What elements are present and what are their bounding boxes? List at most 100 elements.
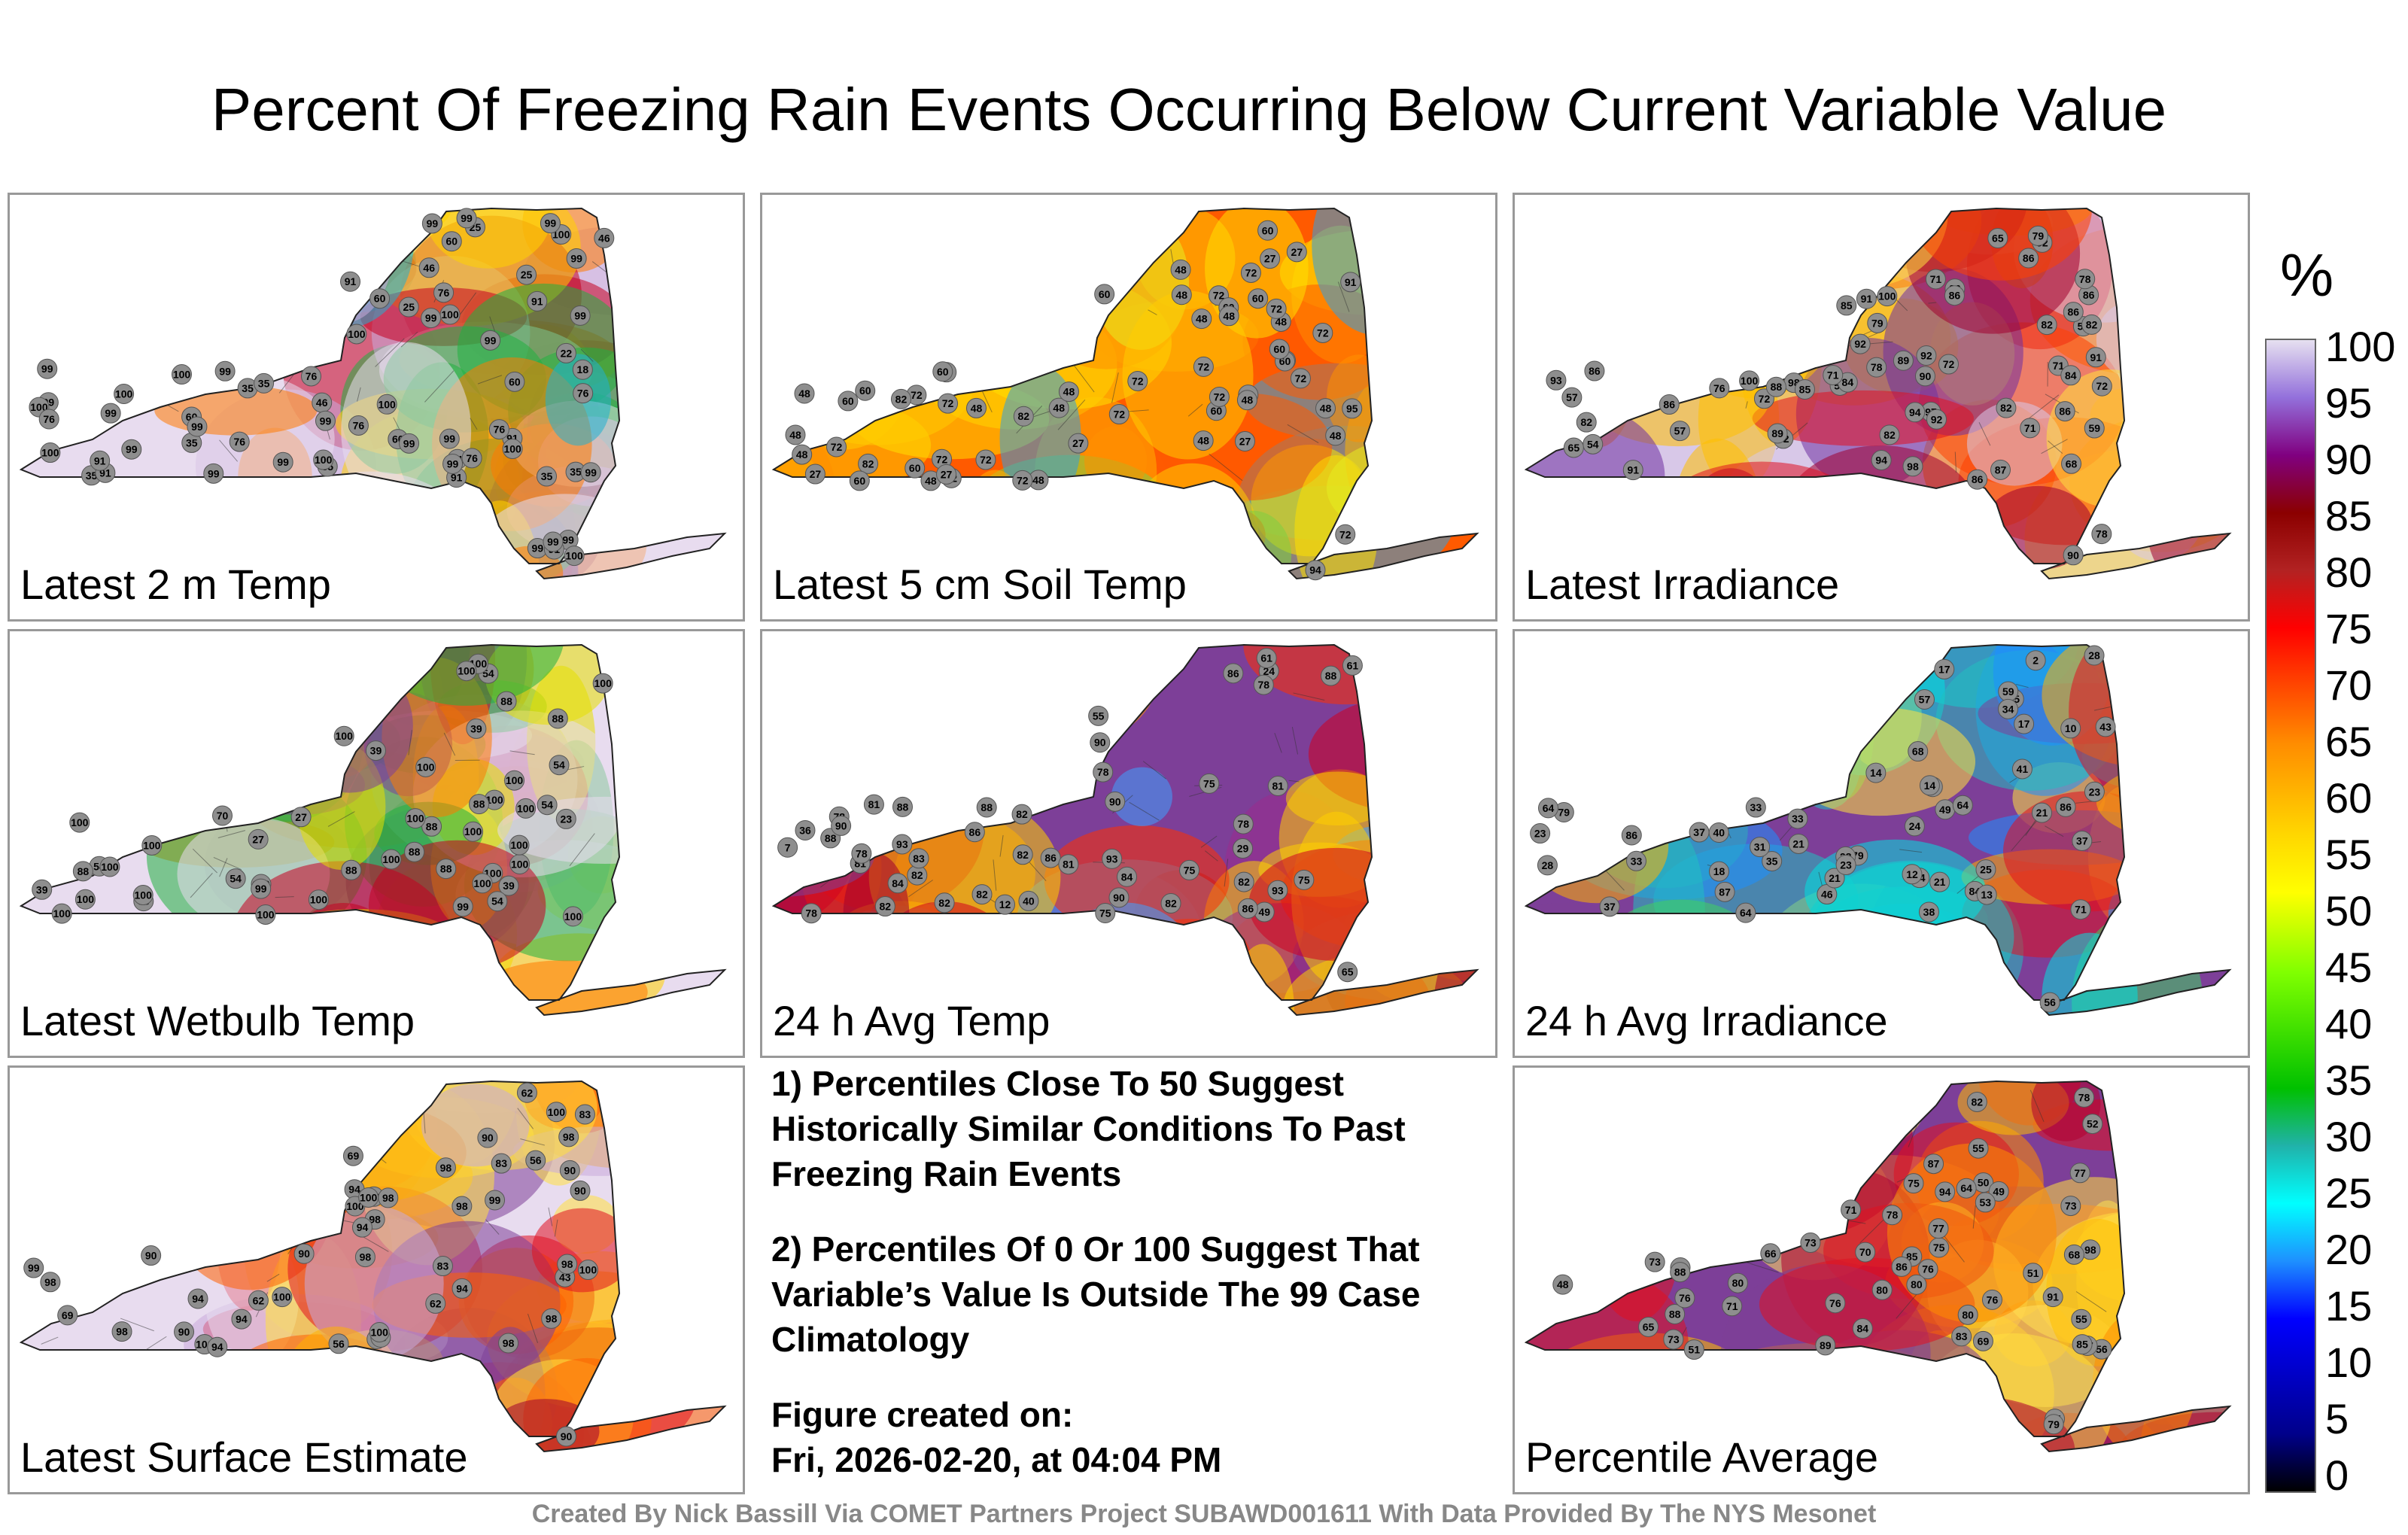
county-line xyxy=(528,1313,539,1343)
station-marker: 98 xyxy=(435,1157,456,1178)
county-line xyxy=(1057,399,1086,430)
station-value: 91 xyxy=(2047,1291,2059,1303)
station-marker: 71 xyxy=(1722,1296,1743,1317)
station-value: 76 xyxy=(306,370,318,382)
station-value: 64 xyxy=(1543,802,1555,814)
station-marker: 78 xyxy=(1253,674,1274,695)
station-marker: 82 xyxy=(1160,892,1181,913)
station-value: 27 xyxy=(295,811,307,823)
station-marker: 48 xyxy=(794,383,815,404)
station-value: 72 xyxy=(1759,393,1771,405)
station-marker: 76 xyxy=(348,415,369,436)
station-value: 86 xyxy=(2023,252,2035,264)
station-value: 82 xyxy=(1165,897,1177,909)
station-value: 37 xyxy=(1604,901,1616,913)
station-marker: 88 xyxy=(1665,1304,1686,1325)
station-value: 35 xyxy=(86,470,98,482)
station-marker: 33 xyxy=(1626,850,1647,871)
station-value: 71 xyxy=(1930,273,1942,285)
station-value: 2 xyxy=(2033,655,2039,667)
station-value: 89 xyxy=(1820,1339,1832,1351)
county-line xyxy=(1664,351,1680,372)
station-marker: 98 xyxy=(40,1272,61,1293)
panel-label: 24 h Avg Temp xyxy=(773,997,1050,1044)
station-marker: 64 xyxy=(1735,902,1756,923)
station-marker: 48 xyxy=(1191,309,1212,330)
station-marker: 98 xyxy=(558,1126,579,1147)
county-line xyxy=(1288,780,1300,783)
station-value: 60 xyxy=(1211,405,1223,417)
station-marker: 89 xyxy=(1767,423,1788,444)
station-value: 99 xyxy=(425,312,437,324)
station-value: 48 xyxy=(1063,386,1075,398)
colorbar xyxy=(2265,339,2316,1493)
station-marker: 88 xyxy=(820,828,841,849)
county-line xyxy=(966,688,993,703)
station-value: 43 xyxy=(2099,721,2112,733)
station-value: 23 xyxy=(1840,859,1852,871)
station-value: 88 xyxy=(440,863,452,875)
station-marker: 34 xyxy=(1997,698,2018,719)
station-marker: 23 xyxy=(1835,855,1856,876)
county-line xyxy=(1729,794,1745,818)
station-marker: 99 xyxy=(187,416,208,437)
station-value: 95 xyxy=(1346,403,1358,415)
ny-map: 7260726072722748604895487291607272487227… xyxy=(771,207,1479,581)
county-line xyxy=(1111,372,1119,403)
station-value: 82 xyxy=(1018,410,1030,422)
station-marker: 60 xyxy=(1269,339,1290,360)
station-marker: 72 xyxy=(1209,386,1230,407)
station-marker: 90 xyxy=(570,1180,591,1201)
station-value: 79 xyxy=(2033,229,2045,242)
long-island-outline xyxy=(2040,968,2232,1017)
station-marker: 86 xyxy=(1237,898,1258,919)
station-marker: 72 xyxy=(975,449,996,470)
county-line xyxy=(293,362,301,373)
station-value: 100 xyxy=(371,1326,389,1338)
long-island-outline xyxy=(1288,968,1479,1017)
station-value: 77 xyxy=(1932,1223,1944,1235)
station-marker: 100 xyxy=(564,546,585,567)
station-marker: 72 xyxy=(1012,470,1033,491)
county-line xyxy=(1741,676,1748,697)
station-marker: 76 xyxy=(573,383,594,404)
station-value: 54 xyxy=(553,759,565,771)
station-value: 12 xyxy=(999,898,1011,910)
station-value: 99 xyxy=(427,217,439,229)
station-marker: 100 xyxy=(99,856,120,877)
station-marker: 82 xyxy=(1879,424,1900,445)
station-value: 94 xyxy=(1875,454,1887,467)
station-marker: 86 xyxy=(2063,302,2084,323)
station-marker: 100 xyxy=(562,906,583,927)
station-value: 22 xyxy=(561,347,573,359)
station-marker: 100 xyxy=(255,904,276,925)
station-value: 100 xyxy=(511,858,529,870)
station-value: 27 xyxy=(941,468,953,480)
station-marker: 100 xyxy=(515,798,537,819)
station-value: 99 xyxy=(403,437,415,449)
station-marker: 82 xyxy=(934,892,955,913)
station-value: 99 xyxy=(28,1262,40,1274)
station-value: 27 xyxy=(1072,437,1084,449)
station-marker: 80 xyxy=(1727,1272,1748,1293)
ny-map: 2225183535769935259199993546609991991002… xyxy=(19,207,727,580)
panel-label: Percentile Average xyxy=(1525,1433,1879,1481)
gradient-field xyxy=(774,208,1477,579)
station-marker: 76 xyxy=(488,419,509,440)
station-marker: 86 xyxy=(1223,663,1244,684)
county-line xyxy=(169,741,178,753)
station-value: 78 xyxy=(805,907,817,919)
station-value: 100 xyxy=(464,825,482,837)
station-value: 94 xyxy=(1309,564,1321,576)
station-value: 90 xyxy=(564,1164,576,1176)
state-outline xyxy=(19,643,621,1001)
county-line xyxy=(443,732,456,756)
station-value: 99 xyxy=(105,407,117,419)
county-line xyxy=(509,750,535,755)
gradient-field xyxy=(21,1081,725,1451)
county-line xyxy=(1092,281,1120,284)
station-marker: 88 xyxy=(341,859,362,880)
county-line xyxy=(999,834,1004,857)
station-value: 89 xyxy=(1771,427,1783,439)
station-value: 28 xyxy=(1542,859,1554,871)
